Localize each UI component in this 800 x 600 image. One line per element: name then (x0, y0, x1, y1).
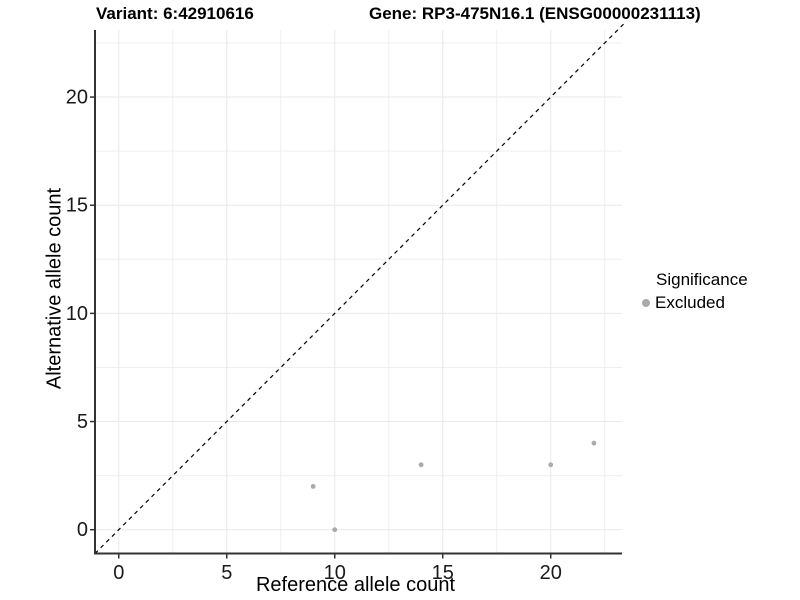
variant-title: Variant: 6:42910616 (96, 4, 254, 23)
gene-title: Gene: RP3-475N16.1 (ENSG00000231113) (369, 4, 701, 23)
data-point (310, 484, 316, 489)
x-tick-label: 0 (113, 562, 124, 584)
x-tick-label: 10 (324, 562, 346, 584)
legend-item-label: Excluded (655, 293, 725, 312)
identity-line (94, 23, 625, 554)
y-tick-label: 10 (66, 303, 88, 325)
data-point (332, 527, 338, 533)
y-axis-title: Alternative allele count (43, 187, 66, 390)
y-tick-label: 15 (66, 195, 88, 217)
x-tick-label: 20 (540, 562, 562, 584)
x-tick-label: 15 (432, 562, 454, 584)
y-tick-label: 0 (77, 519, 88, 541)
legend-item-excluded: Excluded (642, 293, 748, 313)
y-tick-label: 20 (66, 87, 88, 109)
y-tick-label: 5 (77, 411, 88, 433)
excluded-dot-icon (642, 299, 650, 307)
legend: Significance Excluded (642, 270, 748, 313)
data-point (548, 462, 554, 468)
x-axis-title: Reference allele count (255, 574, 455, 596)
data-point (591, 440, 597, 446)
data-point (418, 462, 424, 468)
legend-title: Significance (656, 270, 748, 289)
x-tick-label: 5 (221, 562, 232, 584)
